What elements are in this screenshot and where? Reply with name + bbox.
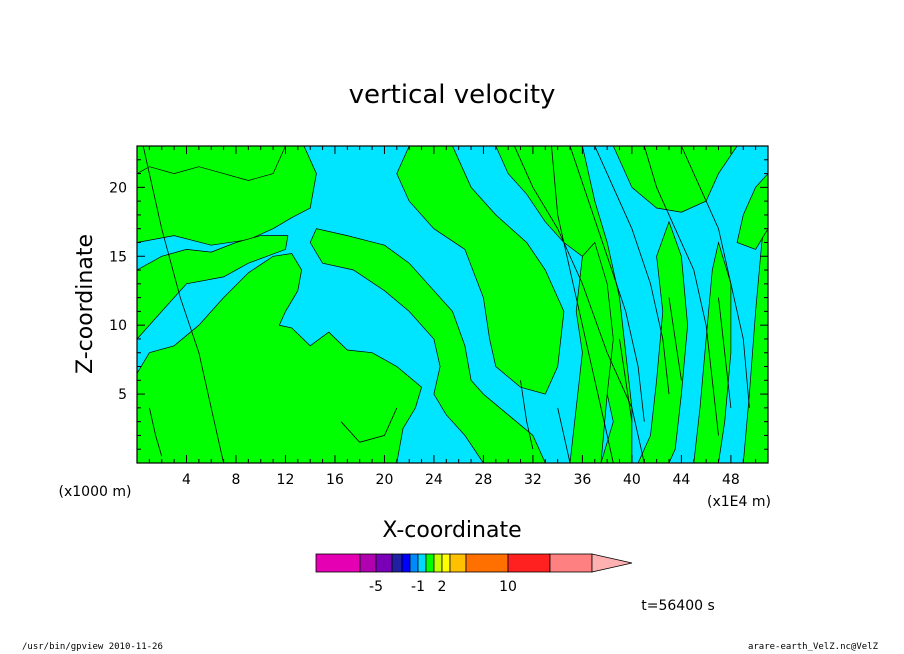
x-tick-label: 16: [326, 472, 344, 488]
y-axis: 5 10 15 20: [109, 159, 768, 450]
x-tick-label: 40: [623, 472, 641, 488]
plot-area: [136, 145, 769, 464]
colorbar-label: 2: [438, 579, 447, 595]
colorbar-segment: [391, 553, 403, 573]
contour-lines: [142, 146, 750, 463]
colorbar-segment: [449, 553, 467, 573]
positive-region-3: [137, 253, 423, 463]
colorbar-segment: [549, 553, 593, 573]
colorbar-segment: [417, 553, 427, 573]
positive-region-12: [736, 173, 768, 250]
x-axis: 4 8 12 16 20 24 28 32 36 40 44 48: [148, 146, 757, 488]
colorbar-segment: [315, 553, 361, 573]
x-tick-label: 20: [376, 472, 394, 488]
plot-frame: [136, 145, 769, 464]
colorbar-segment: [465, 553, 509, 573]
contour-line-3: [514, 146, 645, 463]
colorbar-segment: [401, 553, 411, 573]
colorbar-segment: [359, 553, 377, 573]
contour-line-2: [551, 146, 614, 463]
contour-line-10: [619, 338, 633, 422]
y-tick-label: 10: [109, 318, 127, 334]
y-axis-label: Z-coordinate: [73, 234, 98, 374]
colorbar-segment: [409, 553, 419, 573]
y-tick-label: 15: [109, 249, 127, 265]
positive-region-7: [612, 146, 738, 213]
positive-region-10: [693, 241, 732, 463]
x-tick-label: 12: [277, 472, 295, 488]
positive-region-6: [495, 146, 633, 463]
contour-line-6: [681, 146, 750, 408]
chart-title: vertical velocity: [349, 80, 556, 110]
colorbar: -5 -1 2 10: [315, 553, 633, 595]
time-label: t=56400 s: [641, 598, 715, 614]
x-tick-label: 36: [573, 472, 591, 488]
colorbar-segment: [375, 553, 393, 573]
colorbar-segment: [507, 553, 551, 573]
contour-line-9: [520, 380, 534, 450]
colorbar-label: 10: [499, 579, 517, 595]
positive-region-4: [309, 228, 546, 463]
x-tick-label: 28: [475, 472, 493, 488]
contour-line-13: [149, 407, 163, 457]
x-tick-label: 48: [722, 472, 740, 488]
contour-line-12: [718, 297, 732, 408]
colorbar-extend-arrow: [591, 553, 633, 573]
positive-region-8: [569, 241, 614, 463]
contour-line-7: [594, 146, 670, 395]
x-tick-label: 8: [232, 472, 241, 488]
x-tick-label: 24: [425, 472, 443, 488]
x-unit-left-label: (x1000 m): [59, 484, 132, 500]
colorbar-label: -1: [411, 579, 425, 595]
x-tick-label: 4: [182, 472, 191, 488]
colorbar-segment: [441, 553, 451, 573]
colorbar-segment: [433, 553, 443, 573]
x-tick-label: 44: [672, 472, 690, 488]
contour-line-1: [340, 407, 398, 443]
positive-region-5: [396, 146, 565, 395]
x-tick-label: 32: [524, 472, 542, 488]
colorbar-segment: [425, 553, 435, 573]
footer-right: arare-earth_VelZ.nc@VelZ: [747, 642, 878, 652]
positive-velocity-regions: [137, 146, 768, 463]
footer-left: /usr/bin/gpview 2010-11-26: [22, 642, 163, 652]
y-tick-label: 5: [118, 387, 127, 403]
contour-line-8: [557, 407, 571, 463]
x-unit-right-label: (x1E4 m): [707, 494, 771, 510]
contour-line-5: [643, 146, 719, 436]
colorbar-label: -5: [369, 579, 383, 595]
x-axis-label: X-coordinate: [382, 518, 521, 543]
contour-line-0: [142, 146, 224, 463]
positive-region-2: [137, 235, 289, 340]
y-tick-label: 20: [109, 180, 127, 196]
contour-line-4: [569, 146, 645, 422]
contour-line-11: [668, 297, 682, 381]
positive-region-11: [742, 201, 768, 463]
